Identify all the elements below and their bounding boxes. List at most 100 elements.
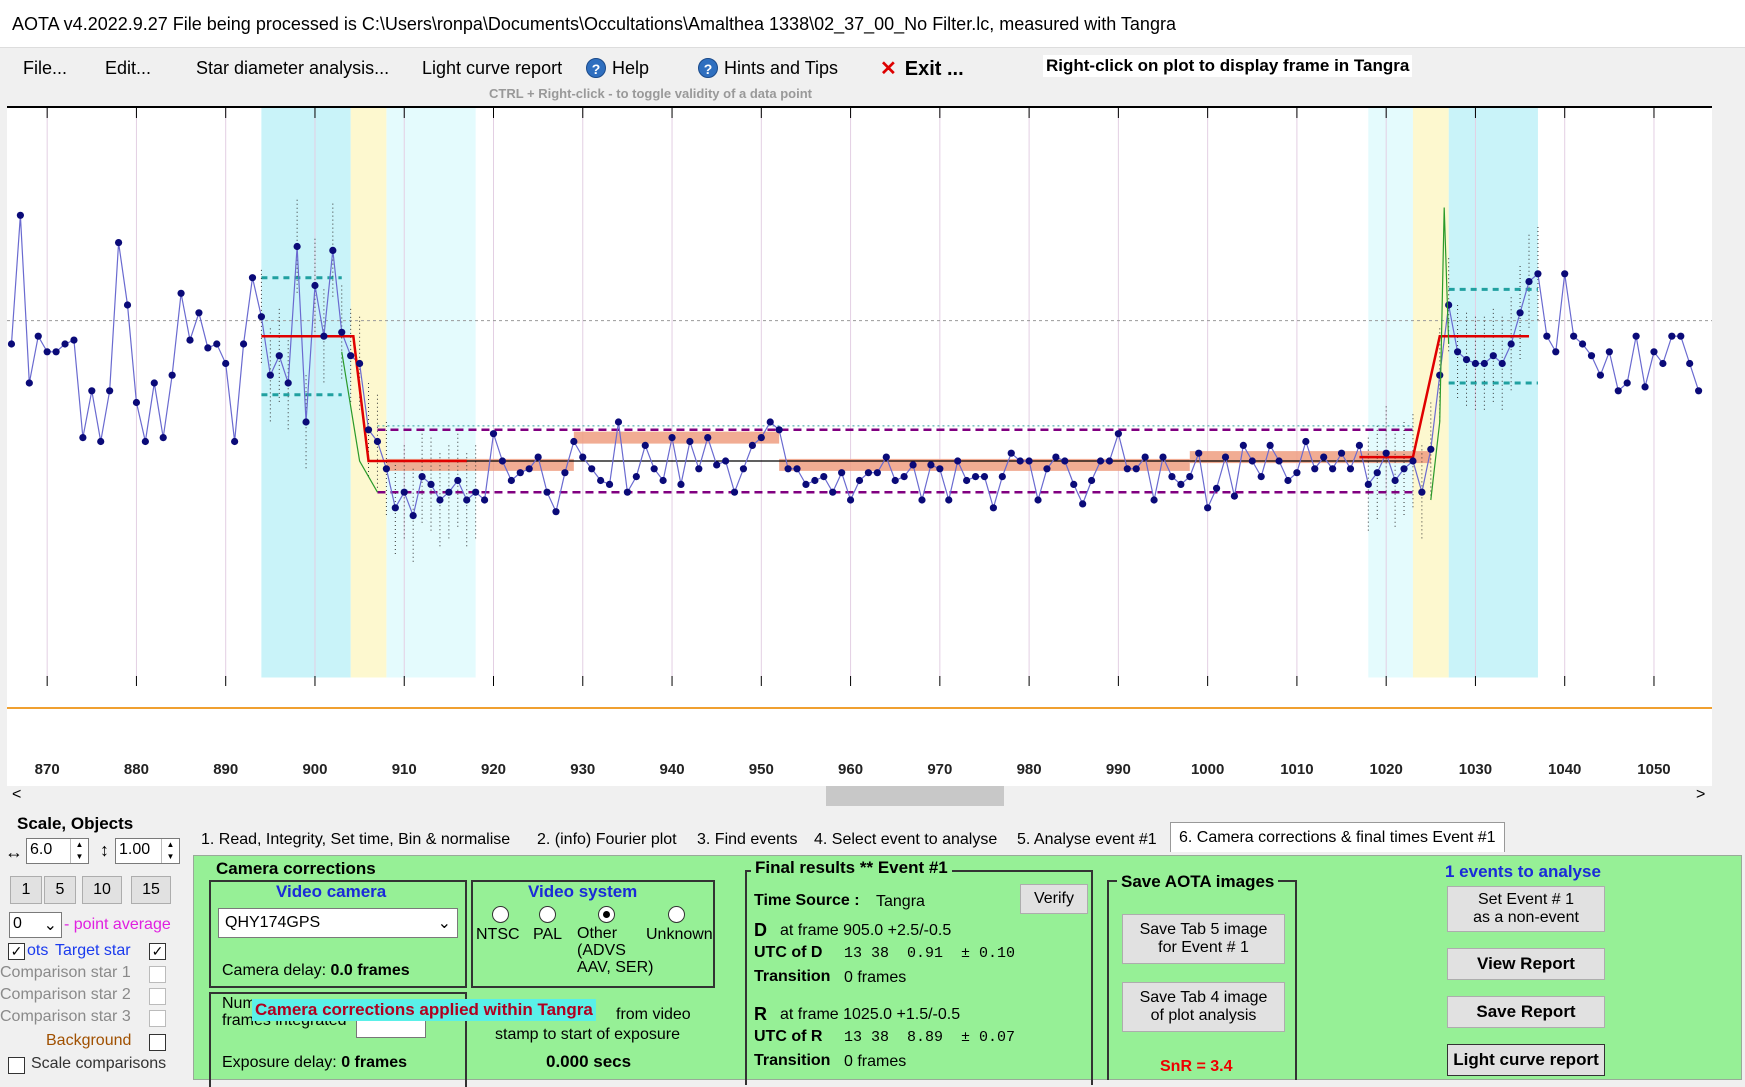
video-camera-title: Video camera: [272, 882, 391, 902]
x-tick-label: 1030: [1459, 761, 1492, 778]
target-star-checkbox[interactable]: ✓: [149, 943, 166, 960]
save-tab5-button[interactable]: Save Tab 5 image for Event # 1: [1122, 914, 1285, 964]
scale-comparisons-checkbox[interactable]: [8, 1057, 25, 1074]
data-point: [1650, 348, 1658, 356]
camera-delay-label: Camera delay:: [222, 962, 327, 979]
h-scale-spinner[interactable]: 6.0 ▲ ▼: [26, 838, 89, 864]
light-curve-svg[interactable]: 870 880 890 900 910 920 930 940 950 960 970 980 990 1…: [7, 108, 1712, 788]
v-scale-spinner[interactable]: 1.00 ▲ ▼: [115, 838, 180, 864]
menu-help[interactable]: ? Help: [586, 58, 649, 79]
other-radio[interactable]: [598, 906, 615, 923]
data-point: [900, 473, 908, 481]
data-point: [1453, 348, 1462, 356]
point-average-select[interactable]: 0 ⌄: [9, 912, 62, 938]
scrollbar-thumb[interactable]: [826, 786, 1004, 806]
pal-radio[interactable]: [539, 906, 556, 923]
set-non-event-button[interactable]: Set Event # 1 as a non-event: [1447, 886, 1605, 932]
unknown-radio[interactable]: [668, 906, 685, 923]
spinner-arrows-icon[interactable]: ▲ ▼: [70, 839, 88, 863]
menu-edit[interactable]: Edit...: [105, 58, 152, 78]
x-tick-label: 960: [838, 761, 863, 778]
menu-hints[interactable]: ? Hints and Tips: [698, 58, 838, 79]
r-label: R: [754, 1004, 767, 1024]
plots-checkbox[interactable]: ✓: [8, 943, 25, 960]
data-point: [632, 473, 640, 481]
data-point: [927, 461, 935, 469]
data-point: [1293, 469, 1301, 477]
data-point: [1596, 371, 1605, 379]
x-tick-label: 990: [1106, 761, 1131, 778]
scale-10-button[interactable]: 10: [82, 876, 122, 904]
data-point: [7, 340, 16, 348]
exposure-delay: Exposure delay: 0 frames: [222, 1054, 407, 1072]
x-tick-label: 1050: [1637, 761, 1670, 778]
tab-read[interactable]: 1. Read, Integrity, Set time, Bin & norm…: [192, 824, 520, 854]
tab-camera-corrections[interactable]: 6. Camera corrections & final times Even…: [1170, 822, 1505, 852]
data-point: [918, 496, 926, 504]
data-point: [1480, 359, 1488, 368]
data-point: [231, 437, 239, 446]
data-point: [159, 434, 167, 442]
data-point: [945, 496, 953, 504]
menu-exit-label: Exit ...: [904, 58, 964, 80]
tab-fourier[interactable]: 2. (info) Fourier plot: [528, 824, 686, 854]
ntsc-radio[interactable]: [492, 906, 509, 923]
data-point: [882, 453, 890, 461]
data-point: [1150, 496, 1158, 504]
comparison-1-checkbox[interactable]: [149, 966, 166, 983]
data-point: [275, 352, 283, 360]
scale-5-button[interactable]: 5: [44, 876, 76, 904]
tab-select-event[interactable]: 4. Select event to analyse: [805, 824, 1007, 854]
x-tick-label: 1000: [1191, 761, 1224, 778]
light-curve-report-button[interactable]: Light curve report: [1447, 1044, 1605, 1076]
utc-r-label: UTC of R: [754, 1028, 823, 1045]
plot-scrollbar[interactable]: < >: [0, 786, 1745, 806]
verify-button[interactable]: Verify: [1020, 884, 1088, 914]
data-point: [695, 465, 703, 473]
events-to-analyse: 1 events to analyse: [1445, 862, 1601, 881]
light-curve-plot[interactable]: 870 880 890 900 910 920 930 940 950 960 970 980 990 1…: [7, 106, 1712, 786]
comparison-3-checkbox[interactable]: [149, 1010, 166, 1027]
save-tab4-button[interactable]: Save Tab 4 image of plot analysis: [1122, 982, 1285, 1032]
scroll-left-icon[interactable]: <: [12, 786, 22, 803]
data-point: [1025, 457, 1033, 465]
transition-d-label: Transition: [754, 968, 831, 985]
scale-1-button[interactable]: 1: [10, 876, 42, 904]
data-point: [1221, 453, 1230, 461]
menu-file[interactable]: File...: [23, 58, 68, 78]
v-scale-value: 1.00: [119, 841, 151, 858]
tab-find-events[interactable]: 3. Find events: [688, 824, 807, 854]
comparison-2-checkbox[interactable]: [149, 988, 166, 1005]
x-tick-label: 920: [481, 761, 506, 778]
menu-help-label: Help: [612, 58, 650, 78]
data-point: [864, 469, 873, 477]
scroll-right-icon[interactable]: >: [1696, 786, 1706, 803]
data-point: [1632, 332, 1640, 340]
background-checkbox[interactable]: [149, 1034, 166, 1051]
data-point: [561, 469, 569, 477]
data-point: [97, 437, 105, 446]
data-point: [1016, 457, 1024, 465]
menu-star-diameter[interactable]: Star diameter analysis...: [196, 58, 390, 78]
menu-exit[interactable]: ✕ Exit ...: [880, 56, 964, 81]
data-point: [347, 352, 355, 360]
ntsc-label: NTSC: [476, 926, 520, 943]
data-point: [1570, 332, 1578, 340]
camera-select[interactable]: QHY174GPS ⌄: [218, 908, 458, 938]
data-point: [713, 461, 721, 469]
menu-light-curve-report[interactable]: Light curve report: [422, 58, 563, 78]
chevron-down-icon: ⌄: [43, 917, 57, 934]
data-point: [686, 437, 694, 446]
data-point: [311, 281, 319, 290]
search-band-1: [386, 108, 476, 678]
scale-objects-heading: Scale, Objects: [17, 814, 134, 833]
transition-d-value: 0 frames: [844, 969, 907, 986]
data-point: [1248, 457, 1256, 465]
save-report-button[interactable]: Save Report: [1447, 996, 1605, 1028]
view-report-button[interactable]: View Report: [1447, 948, 1605, 980]
tab-analyse-event[interactable]: 5. Analyse event #1: [1008, 824, 1166, 854]
exposure-delay-label: Exposure delay:: [222, 1054, 337, 1071]
window-title: AOTA v4.2022.9.27 File being processed i…: [0, 0, 1745, 48]
scale-15-button[interactable]: 15: [131, 876, 171, 904]
spinner-arrows-icon[interactable]: ▲ ▼: [161, 839, 179, 863]
